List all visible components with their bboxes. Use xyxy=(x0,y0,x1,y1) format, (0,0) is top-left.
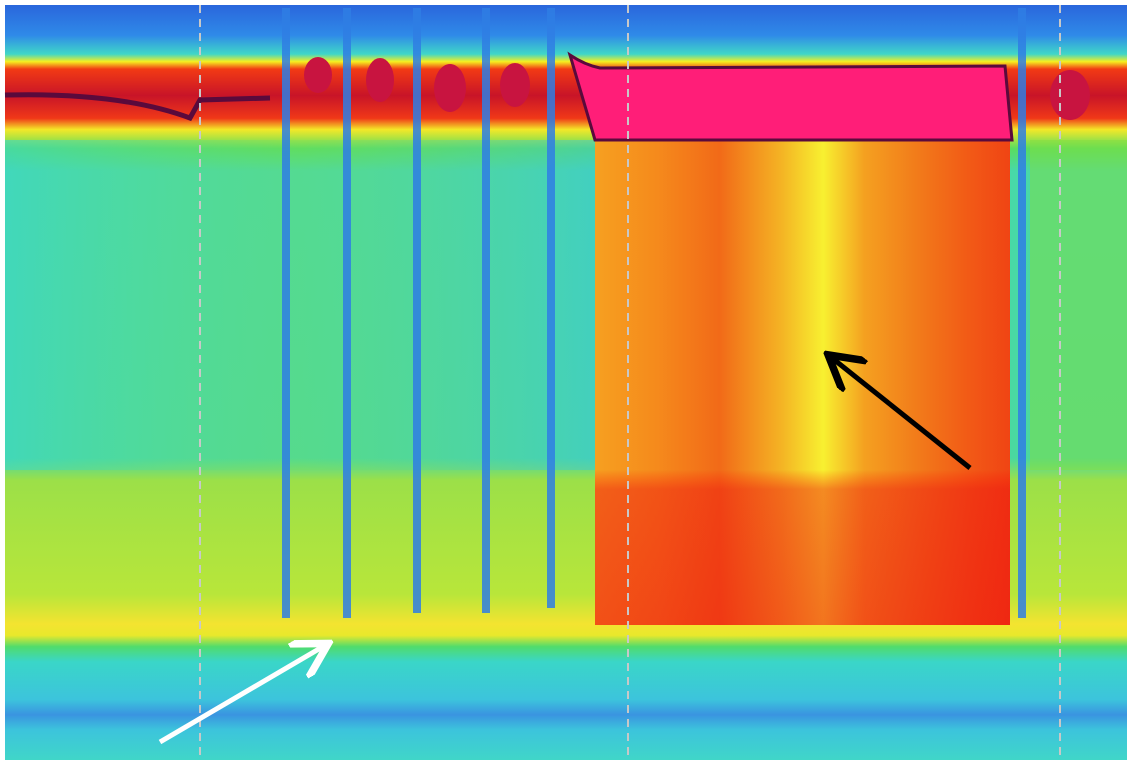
peak xyxy=(366,58,394,102)
streak xyxy=(282,8,290,618)
page-body: (() => { const data = JSON.parse(documen… xyxy=(0,0,1132,764)
body-tint xyxy=(5,140,595,470)
peak xyxy=(304,57,332,93)
streak xyxy=(413,8,421,613)
peak xyxy=(1050,70,1090,120)
streak xyxy=(547,8,555,608)
streak xyxy=(1018,8,1026,618)
body-tint-right xyxy=(1030,140,1127,470)
streak xyxy=(482,8,490,613)
pressurization-shade xyxy=(595,140,1010,625)
high-pressure-cap xyxy=(570,55,1012,140)
peak xyxy=(500,63,530,107)
peak xyxy=(434,64,466,112)
page: Pressure topography {} html, body { marg… xyxy=(0,0,1132,764)
topography-image xyxy=(0,0,1132,764)
streak xyxy=(343,8,351,618)
